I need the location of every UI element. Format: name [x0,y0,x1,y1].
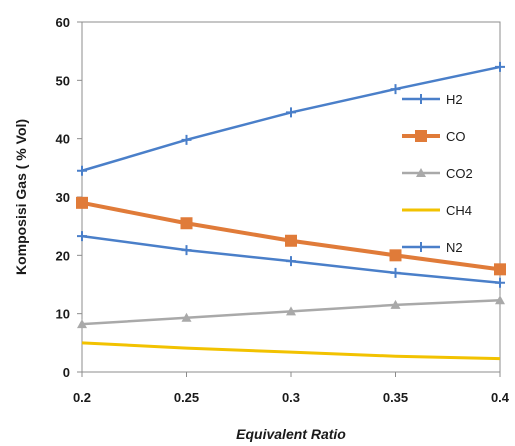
data-point-n2 [181,134,192,145]
series-layer [76,61,506,361]
y-tick-label: 10 [56,307,70,322]
data-point-h2 [77,231,87,242]
x-tick-label: 0.25 [174,390,199,405]
legend-item-h2: H2 [402,92,463,107]
data-point-n2 [77,165,87,176]
x-tick-label: 0.3 [282,390,300,405]
legend-item-co2: CO2 [402,166,473,181]
y-axis: 0 10 20 30 40 50 60 [56,15,82,380]
data-point-co2 [495,295,505,305]
x-tick-label: 0.4 [491,390,510,405]
y-axis-title: Komposisi Gas ( % Vol) [13,119,29,275]
data-point-co [389,249,402,262]
data-point-co [494,263,506,276]
data-point-h2 [495,277,505,288]
data-point-h2 [390,267,401,278]
legend-item-ch4: CH4 [402,203,472,218]
y-tick-label: 50 [56,73,70,88]
data-point-n2 [390,84,401,95]
data-point-n2 [495,61,505,72]
y-tick-label: 20 [56,248,70,263]
y-tick-label: 30 [56,190,70,205]
legend: H2 CO CO2 CH4 N2 [402,92,473,255]
series-line-ch4 [81,341,501,361]
data-point-co2 [181,312,192,322]
data-point-h2 [181,245,192,256]
x-tick-label: 0.35 [383,390,408,405]
data-point-co2 [77,319,87,329]
data-point-n2 [286,107,296,118]
legend-item-n2: N2 [402,240,463,255]
data-point-h2 [286,256,296,267]
series-co2 [77,295,505,329]
legend-marker [416,94,426,104]
series-n2 [77,61,505,176]
data-point-co2 [286,306,296,316]
x-axis-title: Equivalent Ratio [236,426,346,442]
legend-label: CO2 [446,166,473,181]
series-co [76,196,506,276]
y-tick-label: 0 [63,365,70,380]
y-tick-label: 60 [56,15,70,30]
legend-marker [416,242,426,252]
y-tick-label: 40 [56,132,70,147]
x-tick-label: 0.2 [73,390,91,405]
series-h2 [77,231,505,288]
legend-label: CH4 [446,203,472,218]
data-point-co [180,217,193,230]
data-point-co [76,196,88,209]
legend-marker [415,130,427,142]
legend-label: CO [446,129,466,144]
legend-label: H2 [446,92,463,107]
legend-item-co: CO [402,129,466,144]
data-point-co [285,234,297,247]
legend-marker [416,168,426,177]
legend-label: N2 [446,240,463,255]
x-axis: 0.2 0.25 0.3 0.35 0.4 [73,372,510,405]
series-ch4 [81,341,501,361]
data-point-co2 [390,299,401,309]
